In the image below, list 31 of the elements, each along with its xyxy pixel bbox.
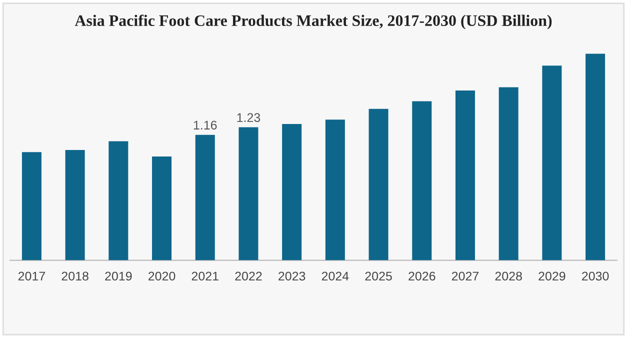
x-tick-label: 2019 [105,272,132,281]
bar [195,134,215,260]
bar [282,124,302,260]
bar [586,54,606,260]
x-tick-label: 2020 [148,272,176,281]
bar [412,101,432,260]
data-label: 1.23 [237,113,260,122]
x-tick-label: 2027 [452,272,479,281]
bar [108,141,128,260]
x-tick-label: 2024 [322,272,349,281]
x-tick-label: 2026 [408,272,436,281]
bar [542,66,562,260]
x-tick-label: 2017 [18,272,45,281]
bar [238,127,258,260]
chart-title: Asia Pacific Foot Care Products Market Size, 2017-2030 (USD Billion) [74,14,552,30]
x-tick-label: 2029 [538,272,566,281]
x-tick-label: 2030 [582,272,609,281]
data-label: 1.16 [194,120,217,130]
bar [152,156,172,260]
x-tick-label: 2028 [495,272,522,281]
bar [455,90,475,260]
x-tick-label: 2018 [62,272,88,281]
bar [22,152,42,260]
x-tick-label: 2022 [235,272,262,281]
bar [65,150,85,260]
bar [368,108,388,260]
bar [325,120,345,260]
x-tick-label: 2025 [365,272,392,281]
x-tick-label: 2021 [192,272,218,281]
bar [498,87,518,260]
x-tick-label: 2023 [278,272,306,281]
